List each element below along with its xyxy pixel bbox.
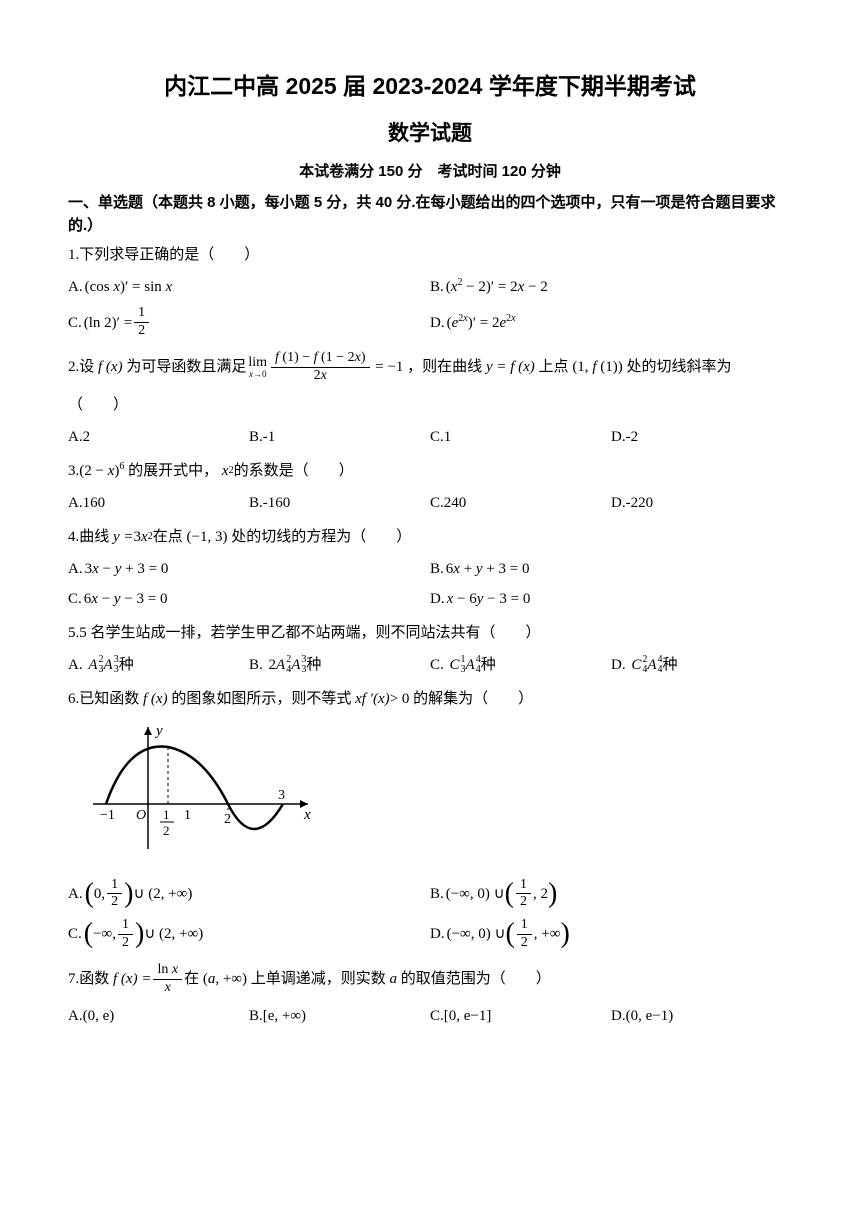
q4-optC: C. 6x − y − 3 = 0 (68, 587, 430, 611)
q2-blank: （ ） (68, 393, 792, 417)
q4-optD: D. x − 6y − 3 = 0 (430, 587, 792, 611)
q7-optA: A.(0, e) (68, 1004, 249, 1028)
q2-optC: C.1 (430, 425, 611, 449)
q3-optB: B.-160 (249, 491, 430, 515)
q5-optC: C. C13A44 种 (430, 653, 611, 677)
question-5: 5.5 名学生站成一排，若学生甲乙都不站两端，则不同站法共有（ ） A. A23… (68, 621, 792, 677)
q1-optD: D. (e2x)′ = 2e2x (430, 305, 792, 340)
q5-optA: A. A23A33 种 (68, 653, 249, 677)
q3-optA: A.160 (68, 491, 249, 515)
q6-optB: B. (−∞, 0) ∪ (12, 2) (430, 877, 792, 912)
question-7: 7.函数 f (x) = ln xx 在 (a, +∞) 上单调递减，则实数 a… (68, 962, 792, 1029)
svg-text:3: 3 (278, 788, 285, 803)
q7-optD: D.(0, e−1) (611, 1004, 792, 1028)
svg-text:−1: −1 (100, 808, 115, 823)
q4-optA: A. 3x − y + 3 = 0 (68, 557, 430, 581)
q3-text: 3. (2 − x)6 的展开式中， x2 的系数是（ ） (68, 459, 792, 483)
q1-text: 1.下列求导正确的是（ ） (68, 243, 792, 267)
question-2: 2.设 f (x) 为可导函数且满足 limx→0 f (1) − f (1 −… (68, 350, 792, 449)
q2-optA: A.2 (68, 425, 249, 449)
q6-optD: D. (−∞, 0) ∪ (12, +∞) (430, 917, 792, 952)
q2-text: 2.设 f (x) 为可导函数且满足 limx→0 f (1) − f (1 −… (68, 350, 792, 385)
svg-text:2: 2 (163, 823, 170, 838)
exam-info: 本试卷满分 150 分 考试时间 120 分钟 (68, 160, 792, 184)
question-1: 1.下列求导正确的是（ ） A. (cos x)′ = sin x B. (x2… (68, 243, 792, 340)
title-sub: 数学试题 (68, 117, 792, 151)
q6-optA: A. (0, 12) ∪ (2, +∞) (68, 877, 430, 912)
q4-optB: B. 6x + y + 3 = 0 (430, 557, 792, 581)
svg-text:2: 2 (224, 812, 231, 827)
svg-text:y: y (154, 723, 163, 739)
q7-text: 7.函数 f (x) = ln xx 在 (a, +∞) 上单调递减，则实数 a… (68, 962, 792, 997)
svg-text:1: 1 (184, 808, 191, 823)
svg-text:x: x (303, 807, 311, 823)
q7-optC: C.[0, e−1] (430, 1004, 611, 1028)
svg-text:1: 1 (163, 807, 170, 822)
section-header: 一、单选题（本题共 8 小题，每小题 5 分，共 40 分.在每小题给出的四个选… (68, 192, 792, 237)
q3-optD: D.-220 (611, 491, 792, 515)
question-3: 3. (2 − x)6 的展开式中， x2 的系数是（ ） A.160 B.-1… (68, 459, 792, 515)
q5-text: 5.5 名学生站成一排，若学生甲乙都不站两端，则不同站法共有（ ） (68, 621, 792, 645)
q4-text: 4.曲线 y = 3x2 在点 (−1, 3) 处的切线的方程为（ ） (68, 525, 792, 549)
question-4: 4.曲线 y = 3x2 在点 (−1, 3) 处的切线的方程为（ ） A. 3… (68, 525, 792, 611)
q3-optC: C.240 (430, 491, 611, 515)
graph-svg: y x −1 O 1 2 1 2 3 (88, 719, 318, 859)
question-6: 6.已知函数 f (x) 的图象如图所示，则不等式 xf ′(x) > 0 的解… (68, 687, 792, 952)
q6-optC: C. (−∞, 12) ∪ (2, +∞) (68, 917, 430, 952)
q6-text: 6.已知函数 f (x) 的图象如图所示，则不等式 xf ′(x) > 0 的解… (68, 687, 792, 711)
q5-optB: B. 2A24A33 种 (249, 653, 430, 677)
q2-optB: B.-1 (249, 425, 430, 449)
q2-optD: D.-2 (611, 425, 792, 449)
svg-text:O: O (136, 808, 146, 823)
q1-optC: C. (ln 2)′ = 12 (68, 305, 430, 340)
q5-optD: D. C24A44 种 (611, 653, 792, 677)
q7-optB: B.[e, +∞) (249, 1004, 430, 1028)
q1-optA: A. (cos x)′ = sin x (68, 275, 430, 299)
q6-graph: y x −1 O 1 2 1 2 3 (88, 719, 792, 867)
q1-optB: B. (x2 − 2)′ = 2x − 2 (430, 275, 792, 299)
title-main: 内江二中高 2025 届 2023-2024 学年度下期半期考试 (68, 68, 792, 105)
